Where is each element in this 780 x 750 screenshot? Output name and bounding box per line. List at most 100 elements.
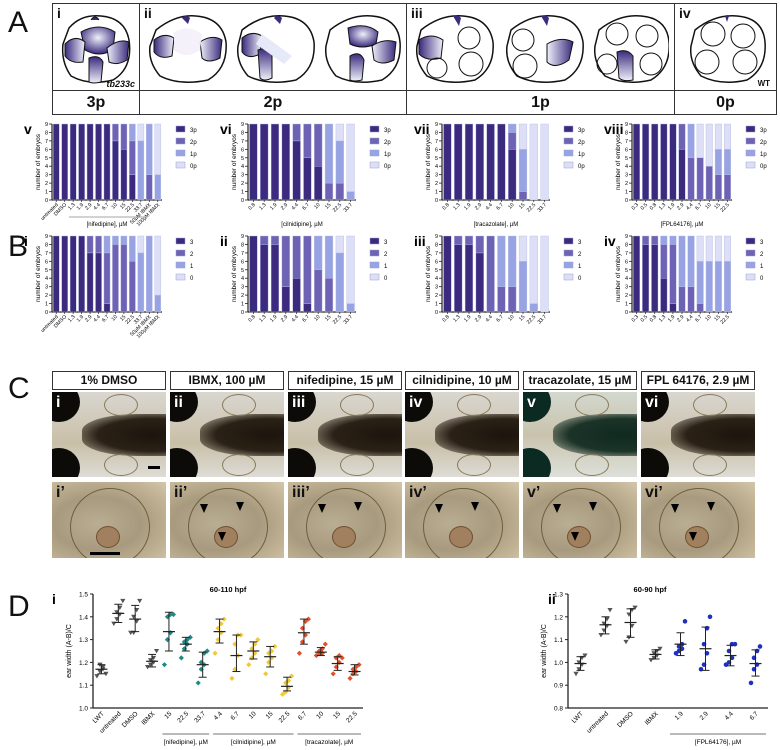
legend-swatch bbox=[175, 261, 186, 269]
group-label: [cilnidipine], µM bbox=[231, 739, 276, 746]
bar-segment-1 bbox=[518, 261, 528, 313]
legend-swatch bbox=[175, 125, 186, 133]
bar-segment-1 bbox=[129, 235, 136, 262]
bar-segment-2 bbox=[103, 252, 111, 304]
bar-segment-3p bbox=[120, 149, 128, 201]
y-tick-label: 1.0 bbox=[554, 660, 563, 667]
x-tick-label: 10 bbox=[111, 314, 119, 322]
x-tick-label: 33.7 bbox=[193, 710, 207, 724]
y-tick-label: 0 bbox=[45, 310, 48, 316]
x-axis-label: [tracazolate], µM bbox=[474, 222, 518, 228]
schematic-cell-2p: ii bbox=[140, 4, 407, 90]
chart-roman-label: iii bbox=[414, 233, 426, 249]
x-tick-label: LWT bbox=[571, 710, 585, 724]
bar-segment-2 bbox=[486, 235, 495, 313]
series-group bbox=[263, 643, 278, 677]
bar-segment-1p bbox=[508, 123, 517, 133]
ear-1p-variant-3 bbox=[593, 15, 669, 83]
y-tick-label: 9 bbox=[45, 122, 48, 128]
bar-segment-2p bbox=[518, 191, 528, 201]
bar-segment-2p bbox=[146, 174, 153, 201]
legend-swatch bbox=[369, 125, 380, 133]
x-tick-label: 15 bbox=[332, 710, 342, 720]
legend-swatch bbox=[745, 249, 756, 257]
bar-segment-3 bbox=[633, 235, 641, 313]
legend-label: 3p bbox=[578, 128, 585, 134]
dorsal-view-image: iv bbox=[405, 392, 519, 477]
y-tick-label: 3 bbox=[45, 285, 48, 291]
legend-swatch bbox=[563, 249, 574, 257]
y-tick-label: 5 bbox=[241, 268, 244, 274]
series-group bbox=[748, 644, 763, 686]
y-tick-label: 0 bbox=[435, 198, 438, 204]
bar-segment-3 bbox=[260, 244, 269, 313]
bar-segment-1p bbox=[324, 123, 334, 184]
series-group bbox=[279, 673, 295, 697]
lateral-ear-image: iii’ bbox=[288, 482, 402, 558]
ear-1p-variant-2 bbox=[505, 15, 584, 83]
bar-segment-2 bbox=[86, 235, 94, 254]
image-roman-label: v bbox=[527, 394, 536, 411]
bar-segment-3p bbox=[260, 123, 269, 201]
series-group bbox=[573, 653, 588, 677]
x-tick-label: 15 bbox=[713, 202, 721, 210]
bar-segment-2p bbox=[714, 174, 722, 201]
ear-outline bbox=[541, 488, 621, 558]
image-roman-label: i bbox=[56, 394, 61, 411]
chart-title: 60-110 hpf bbox=[210, 585, 247, 594]
scale-bar bbox=[90, 552, 120, 555]
legend-swatch bbox=[369, 249, 380, 257]
y-tick-label: 6 bbox=[45, 147, 48, 153]
legend-swatch bbox=[563, 161, 574, 169]
legend-label: 0 bbox=[760, 276, 764, 282]
y-tick-label: 2 bbox=[435, 181, 438, 187]
legend-label: 0p bbox=[760, 164, 767, 170]
x-tick-label: 6.7 bbox=[694, 314, 703, 323]
ear-outline bbox=[306, 488, 386, 558]
x-tick-label: 4.4 bbox=[685, 314, 694, 323]
bar-segment-2 bbox=[95, 235, 102, 254]
condition-title: nifedipine, 15 µM bbox=[288, 371, 402, 390]
y-tick-label: 5 bbox=[45, 156, 48, 162]
y-tick-label: 9 bbox=[435, 234, 438, 240]
bar-segment-0 bbox=[335, 235, 344, 254]
otolith bbox=[685, 526, 709, 548]
bar-segment-3 bbox=[86, 252, 94, 313]
legend-label: 2p bbox=[384, 140, 391, 146]
y-tick-label: 8 bbox=[435, 242, 438, 248]
y-tick-label: 1.0 bbox=[79, 706, 88, 713]
arrowhead-icon bbox=[471, 502, 479, 511]
x-tick-label: 2.9 bbox=[676, 314, 685, 323]
legend-label: 2p bbox=[190, 140, 197, 146]
bar-segment-1 bbox=[508, 235, 517, 287]
legend-swatch bbox=[563, 137, 574, 145]
x-tick-label: 15 bbox=[324, 314, 332, 322]
arrowhead-icon bbox=[707, 502, 715, 511]
bar-segment-2 bbox=[129, 261, 136, 313]
x-tick-label: 2.9 bbox=[699, 710, 711, 722]
y-tick-label: 5 bbox=[625, 268, 628, 274]
arrowhead-icon bbox=[589, 502, 597, 511]
legend-label: 1 bbox=[384, 264, 388, 270]
x-tick-label: 1.3 bbox=[67, 202, 76, 211]
bar-segment-3 bbox=[303, 303, 312, 313]
y-tick-label: 4 bbox=[241, 164, 244, 170]
y-axis-label: number of embryos bbox=[615, 133, 622, 190]
series-group bbox=[144, 649, 160, 670]
legend-label: 0p bbox=[190, 164, 197, 170]
image-roman-label: iii bbox=[292, 394, 306, 411]
bar-segment-1 bbox=[696, 261, 704, 304]
x-tick-label: 0.8 bbox=[247, 202, 256, 211]
bar-segment-1 bbox=[714, 261, 722, 313]
bar-segment-3p bbox=[486, 123, 495, 201]
bar-segment-3 bbox=[270, 244, 280, 313]
bar-segment-3p bbox=[292, 140, 301, 201]
bar-segment-1 bbox=[346, 303, 355, 313]
bar-segment-0p bbox=[714, 123, 722, 150]
bar-segment-3p bbox=[61, 123, 68, 201]
y-tick-label: 9 bbox=[45, 234, 48, 240]
otic-vesicle bbox=[693, 454, 727, 476]
series-group bbox=[673, 619, 688, 657]
legend-label: 2 bbox=[384, 252, 388, 258]
